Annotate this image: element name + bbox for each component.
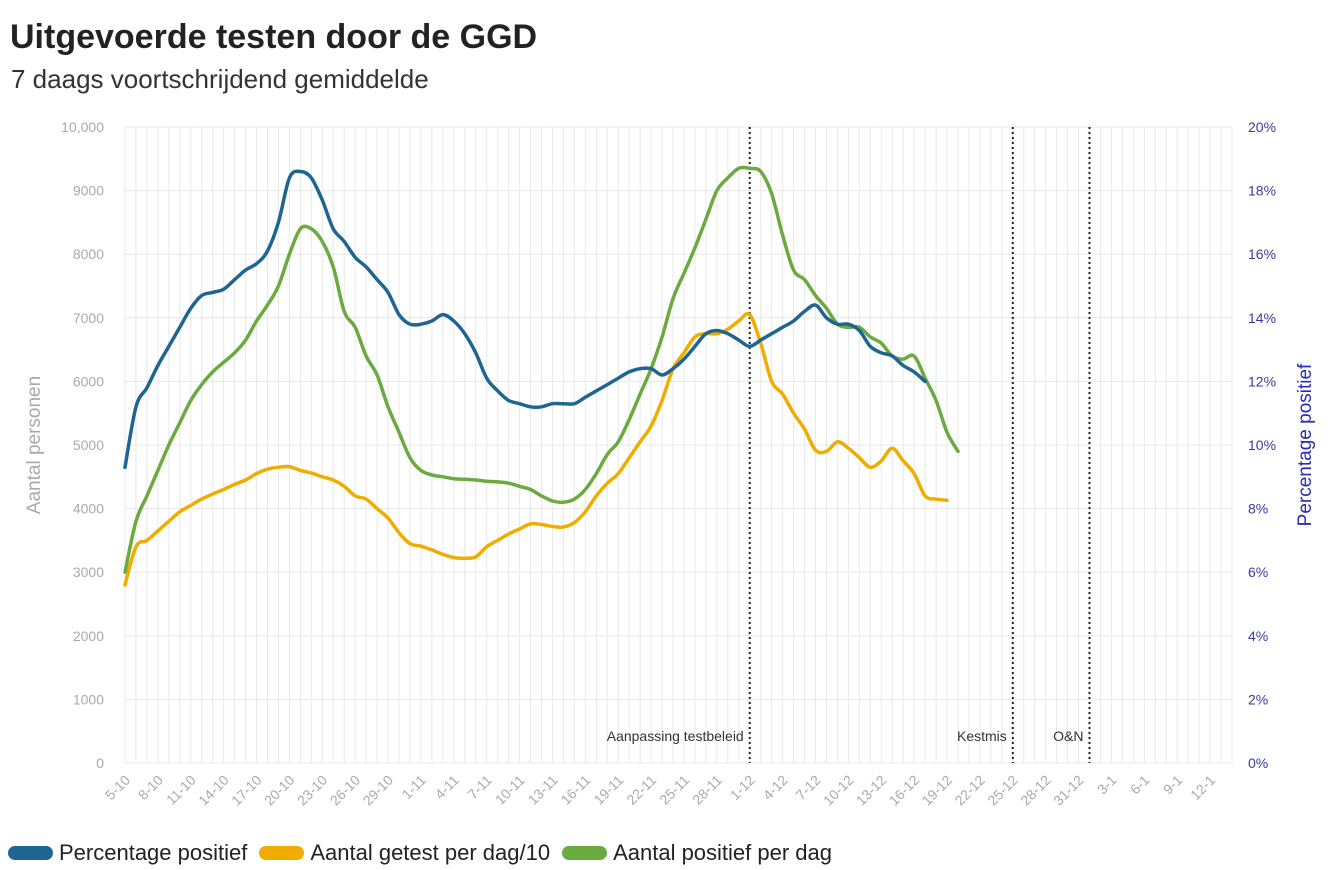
y-tick-left: 4000	[73, 501, 104, 517]
y-tick-left: 5000	[73, 437, 104, 453]
y-tick-left: 6000	[73, 373, 104, 389]
y-tick-left: 3000	[73, 564, 104, 580]
y-tick-right: 20%	[1248, 119, 1276, 135]
chart-title: Uitgevoerde testen door de GGD	[10, 18, 538, 56]
y-tick-left: 0	[96, 755, 104, 771]
x-tick-label: 31-12	[1050, 772, 1087, 809]
x-tick-label: 19-12	[919, 772, 956, 809]
legend-swatch-blue	[8, 846, 53, 860]
x-tick-label: 14-10	[195, 772, 232, 809]
x-tick-label: 28-11	[689, 772, 725, 808]
y-axis-right-label: Percentage positief	[1295, 363, 1316, 526]
y-tick-right: 6%	[1248, 564, 1268, 580]
series-line-aantal-getest	[123, 311, 949, 587]
legend-swatch-yellow	[259, 846, 305, 860]
legend-item-getest[interactable]: Aantal getest per dag/10	[259, 840, 550, 866]
x-tick-label: 22-12	[951, 772, 988, 809]
y-tick-right: 0%	[1248, 755, 1268, 771]
y-tick-right: 12%	[1248, 373, 1276, 389]
series-line-percentage-positief	[123, 169, 927, 470]
y-tick-left: 10,000	[61, 119, 104, 135]
x-tick-label: 4-11	[432, 772, 463, 803]
x-tick-label: 26-10	[327, 772, 364, 809]
annotation-label: O&N	[1053, 728, 1083, 744]
x-tick-label: 7-12	[792, 772, 823, 803]
y-axis-left-label: Aantal personen	[24, 376, 45, 514]
y-tick-right: 2%	[1248, 691, 1268, 707]
x-tick-label: 1-11	[399, 772, 430, 803]
legend-label: Aantal positief per dag	[613, 840, 833, 865]
x-tick-label: 10-12	[820, 772, 857, 809]
chart-legend: Percentage positief Aantal getest per da…	[8, 840, 844, 866]
annotation-label: Aanpassing testbeleid	[607, 728, 744, 744]
x-tick-label: 13-12	[853, 772, 890, 809]
x-tick-label: 7-11	[464, 772, 495, 803]
x-tick-label: 19-11	[590, 772, 626, 808]
x-tick-label: 10-11	[492, 772, 528, 808]
x-tick-label: 8-10	[135, 772, 166, 803]
y-tick-left: 2000	[73, 628, 104, 644]
x-tick-label: 5-10	[102, 772, 133, 803]
x-tick-label: 17-10	[228, 772, 265, 809]
x-tick-label: 28-12	[1017, 772, 1054, 809]
x-tick-label: 13-11	[525, 772, 561, 808]
x-tick-label: 29-10	[360, 772, 397, 809]
y-tick-right: 8%	[1248, 501, 1268, 517]
y-tick-left: 1000	[73, 691, 104, 707]
series-line-aantal-positief	[123, 165, 960, 574]
x-tick-label: 6-1	[1127, 772, 1153, 798]
x-tick-label: 3-1	[1094, 772, 1120, 798]
y-tick-left: 7000	[73, 310, 104, 326]
y-tick-right: 18%	[1248, 183, 1276, 199]
x-tick-label: 9-1	[1160, 772, 1186, 798]
x-tick-label: 22-11	[623, 772, 659, 808]
x-tick-label: 23-10	[294, 772, 331, 809]
x-tick-label: 12-1	[1187, 772, 1218, 803]
y-tick-right: 10%	[1248, 437, 1276, 453]
legend-item-percentage[interactable]: Percentage positief	[8, 840, 247, 866]
x-tick-label: 1-12	[727, 772, 758, 803]
x-tick-label: 11-10	[163, 772, 199, 808]
x-tick-label: 16-11	[558, 772, 594, 808]
x-tick-label: 16-12	[886, 772, 923, 809]
legend-label: Percentage positief	[59, 840, 248, 865]
y-tick-right: 14%	[1248, 310, 1276, 326]
y-tick-left: 9000	[73, 183, 104, 199]
x-tick-label: 25-11	[656, 772, 692, 808]
y-tick-right: 16%	[1248, 246, 1276, 262]
legend-item-positief[interactable]: Aantal positief per dag	[562, 840, 832, 866]
line-chart: 0 1000 2000 3000 4000 5000 6000 7000 8000 9000 10,…	[24, 119, 1316, 809]
y-tick-right: 4%	[1248, 628, 1268, 644]
legend-label: Aantal getest per dag/10	[310, 840, 551, 865]
legend-swatch-green	[562, 846, 608, 860]
x-tick-label: 20-10	[261, 772, 298, 809]
y-tick-left: 8000	[73, 246, 104, 262]
x-tick-label: 4-12	[760, 772, 791, 803]
chart-subtitle: 7 daags voortschrijdend gemiddelde	[11, 64, 429, 94]
annotation-label: Kestmis	[957, 728, 1007, 744]
x-tick-label: 25-12	[984, 772, 1021, 809]
